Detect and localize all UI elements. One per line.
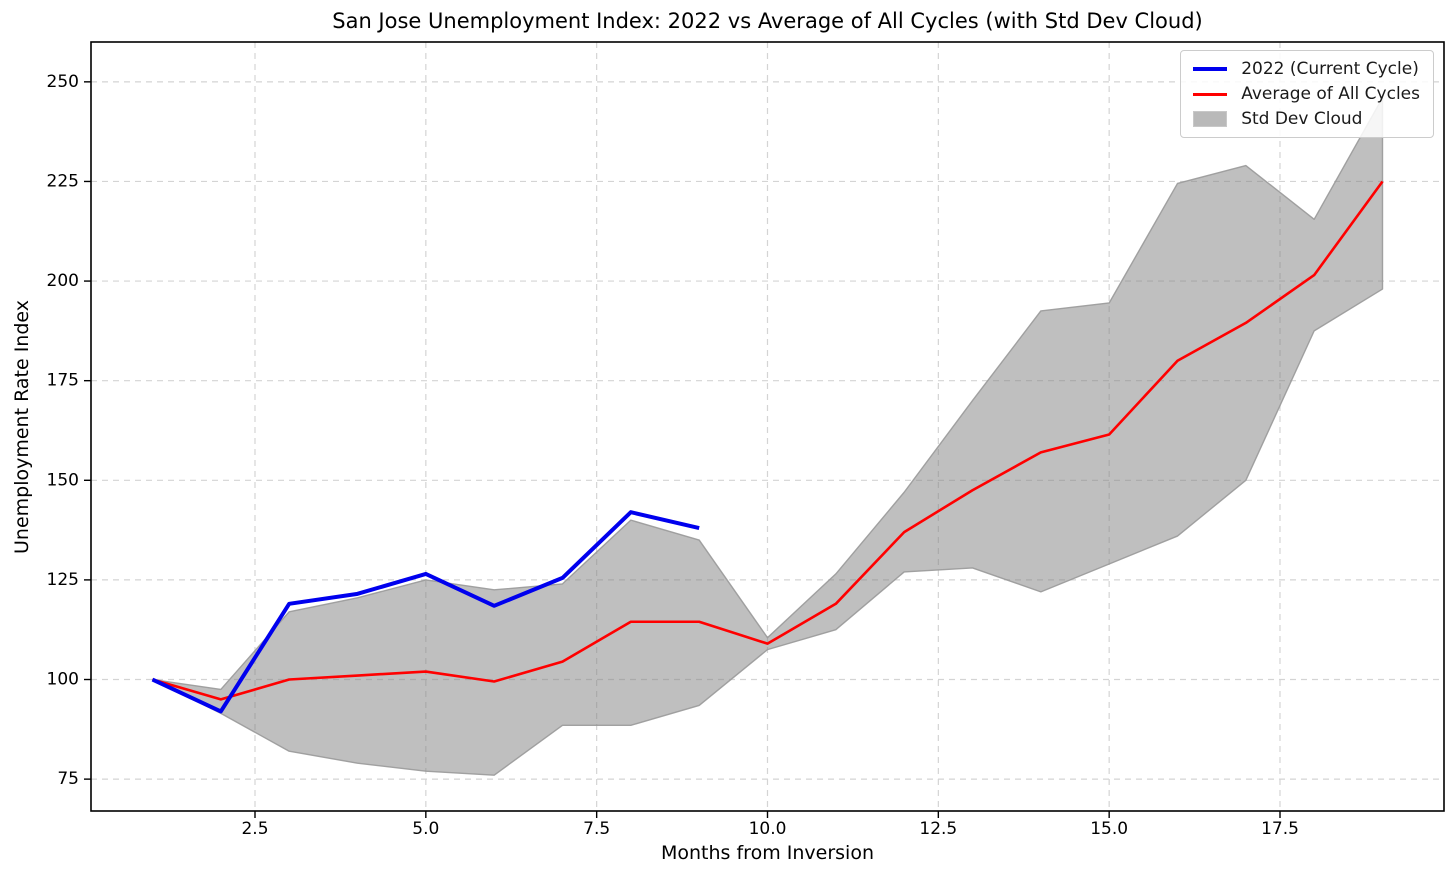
legend-item-2022: 2022 (Current Cycle) bbox=[1192, 59, 1420, 79]
legend-item-average: Average of All Cycles bbox=[1192, 84, 1420, 104]
x-tick-label: 15.0 bbox=[1090, 819, 1128, 839]
legend-line-swatch-red bbox=[1192, 92, 1228, 96]
y-tick-label: 75 bbox=[57, 769, 79, 789]
x-tick-label: 17.5 bbox=[1261, 819, 1299, 839]
x-tick-label: 5.0 bbox=[412, 819, 439, 839]
plot-frame bbox=[90, 41, 1445, 812]
legend-label: 2022 (Current Cycle) bbox=[1241, 59, 1419, 79]
legend: 2022 (Current Cycle) Average of All Cycl… bbox=[1180, 50, 1434, 138]
x-tick-label: 10.0 bbox=[749, 819, 787, 839]
legend-item-std-dev-cloud: Std Dev Cloud bbox=[1192, 109, 1420, 129]
average-line bbox=[152, 180, 1384, 701]
y-tick-label: 125 bbox=[47, 570, 79, 590]
y-tick-label: 150 bbox=[47, 470, 79, 490]
std-dev-cloud-area bbox=[151, 97, 1384, 776]
x-axis-label: Months from Inversion bbox=[661, 842, 874, 864]
chart-title: San Jose Unemployment Index: 2022 vs Ave… bbox=[332, 9, 1203, 33]
current-cycle-line bbox=[151, 510, 700, 714]
x-tick-label: 12.5 bbox=[919, 819, 957, 839]
x-tick-label: 2.5 bbox=[241, 819, 268, 839]
y-tick-label: 200 bbox=[47, 271, 79, 291]
legend-label: Average of All Cycles bbox=[1241, 84, 1420, 104]
y-tick-label: 225 bbox=[47, 171, 79, 191]
y-tick-label: 175 bbox=[47, 371, 79, 391]
y-tick-label: 250 bbox=[47, 72, 79, 92]
legend-label: Std Dev Cloud bbox=[1241, 109, 1363, 129]
y-axis-label: Unemployment Rate Index bbox=[11, 300, 33, 554]
x-tick-label: 7.5 bbox=[583, 819, 610, 839]
legend-line-swatch-blue bbox=[1192, 67, 1228, 71]
legend-patch-swatch-gray bbox=[1192, 111, 1228, 127]
y-tick-label: 100 bbox=[47, 670, 79, 690]
